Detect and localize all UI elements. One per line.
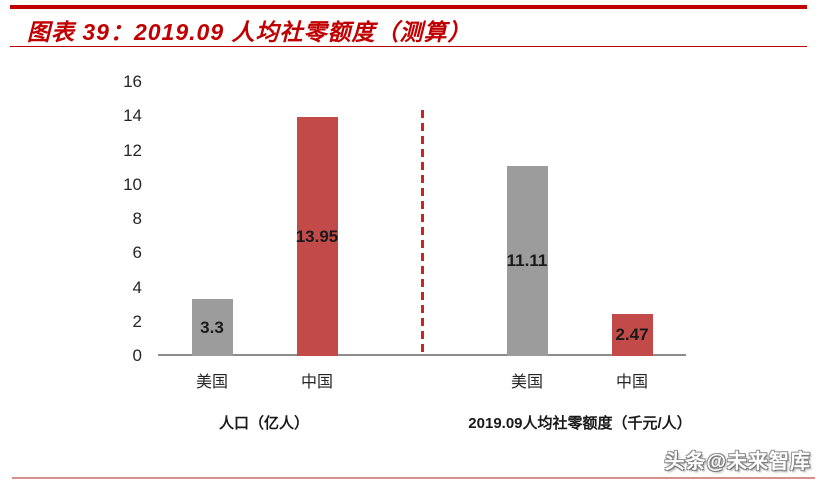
bar-value-label: 13.95 — [295, 226, 339, 246]
chart-title: 图表 39：2019.09 人均社零额度（测算） — [27, 19, 472, 45]
category-label: 中国 — [615, 374, 648, 391]
category-label: 美国 — [195, 374, 228, 391]
watermark: 头条@未来智库 — [664, 451, 811, 473]
bar-value-label: 2.47 — [615, 324, 649, 344]
y-axis-tick-label: 10 — [123, 174, 142, 194]
y-axis-tick-label: 14 — [123, 106, 142, 126]
y-axis-tick-label: 2 — [132, 311, 142, 331]
bar-中国-group1 — [296, 117, 338, 356]
bar-value-label: 11.11 — [506, 250, 548, 270]
bar-value-label: 3.3 — [200, 317, 224, 337]
title-top-rule — [10, 5, 807, 9]
y-axis-tick-label: 16 — [123, 72, 142, 91]
group-axis-label: 人口（亿人） — [218, 415, 309, 432]
y-axis-tick-label: 8 — [132, 209, 142, 228]
bar-美国-group2 — [506, 165, 548, 356]
bar-美国-group1 — [191, 299, 233, 356]
bar-中国-group2 — [611, 313, 653, 356]
title-bottom-rule — [10, 46, 807, 47]
category-label: 中国 — [300, 374, 333, 391]
y-axis-tick-label: 6 — [132, 243, 142, 263]
group-divider-dashed-line — [421, 110, 424, 356]
bottom-rule — [12, 477, 815, 479]
group-axis-label: 2019.09人均社零额度（千元/人） — [468, 415, 692, 432]
y-axis-tick-label: 4 — [132, 277, 142, 297]
y-axis-tick-label: 12 — [123, 140, 142, 160]
y-axis-tick-label: 0 — [132, 346, 142, 365]
category-label: 美国 — [510, 374, 543, 391]
